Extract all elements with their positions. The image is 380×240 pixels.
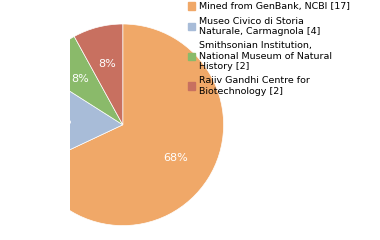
- Text: 8%: 8%: [98, 59, 116, 69]
- Text: 68%: 68%: [163, 153, 188, 163]
- Wedge shape: [38, 36, 123, 125]
- Wedge shape: [22, 71, 123, 168]
- Text: 8%: 8%: [71, 74, 89, 84]
- Text: 16%: 16%: [48, 116, 73, 126]
- Wedge shape: [74, 24, 123, 125]
- Legend: Mined from GenBank, NCBI [17], Museo Civico di Storia
Naturale, Carmagnola [4], : Mined from GenBank, NCBI [17], Museo Civ…: [187, 2, 350, 96]
- Wedge shape: [32, 24, 223, 226]
